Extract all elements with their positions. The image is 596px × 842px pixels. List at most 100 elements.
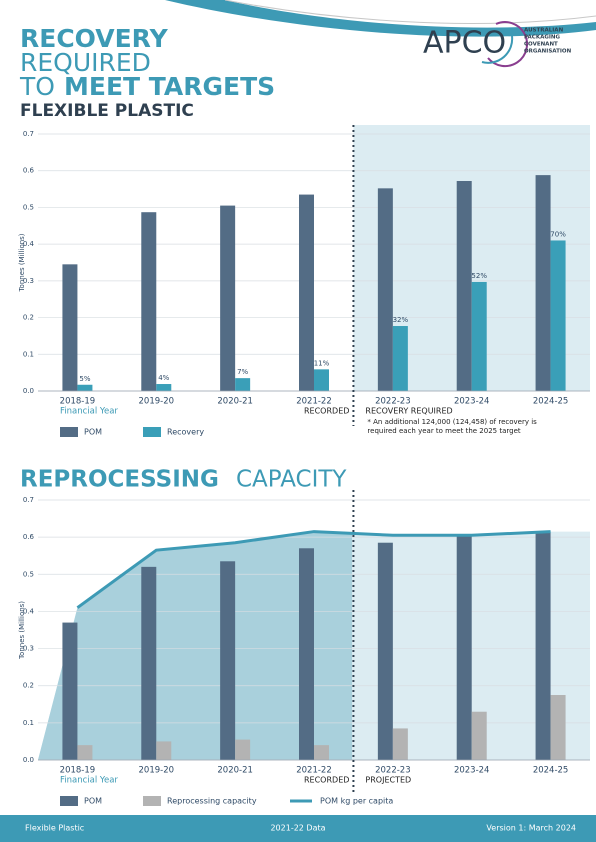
- x-tick-label: 2022-23: [375, 397, 411, 407]
- legend-label: Recovery: [167, 428, 204, 437]
- rate-label: 70%: [550, 230, 566, 238]
- bar: [377, 542, 393, 760]
- logo-ring: [487, 21, 528, 68]
- y-tick-label: 0.7: [23, 496, 34, 504]
- y-axis-label: Tonnes (Millions): [18, 233, 26, 292]
- bar: [535, 531, 551, 760]
- y-tick-label: 0.1: [23, 719, 34, 727]
- x-tick-label: 2020-21: [217, 397, 253, 407]
- bar: [220, 561, 236, 760]
- x-tick-label: 2018-19: [60, 766, 96, 776]
- phase-label: RECORDED: [304, 776, 349, 785]
- y-tick-label: 0.4: [23, 607, 35, 615]
- logo-name: COVENANT: [524, 42, 558, 48]
- x-tick-label: 2021-22: [296, 766, 332, 776]
- bar: [156, 384, 172, 391]
- x-tick-label: 2024-25: [533, 766, 569, 776]
- title-line: TO: [19, 72, 55, 101]
- bar: [62, 622, 78, 760]
- bar: [314, 369, 329, 391]
- x-tick-label: 2023-24: [454, 766, 490, 776]
- y-tick-label: 0.3: [23, 645, 34, 653]
- area-recorded: [38, 531, 352, 760]
- footnote: required each year to meet the 2025 targ…: [367, 427, 520, 435]
- logo-name: ORGANISATION: [524, 49, 572, 55]
- bar: [220, 205, 236, 391]
- logo-ring: [481, 35, 514, 64]
- swoosh-line: [224, 0, 596, 24]
- legend-swatch: [60, 427, 78, 437]
- rate-label: 4%: [158, 374, 169, 382]
- x-tick-label: 2024-25: [533, 397, 569, 407]
- y-tick-label: 0.1: [23, 350, 34, 358]
- bar: [235, 739, 251, 760]
- phase-label: RECOVERY REQUIRED: [365, 407, 452, 416]
- bar: [141, 212, 157, 391]
- subtitle: FLEXIBLE PLASTIC: [20, 101, 194, 121]
- rate-label: 5%: [79, 375, 90, 383]
- bar: [235, 378, 251, 391]
- y-tick-label: 0.4: [23, 240, 35, 248]
- x-tick-label: 2020-21: [217, 766, 253, 776]
- bar: [456, 535, 472, 760]
- chart-title: REPROCESSING: [20, 467, 219, 493]
- x-tick-label: 2019-20: [139, 397, 175, 407]
- y-tick-label: 0.3: [23, 277, 34, 285]
- bar: [392, 326, 408, 391]
- title-line: MEET TARGETS: [64, 72, 275, 101]
- legend-label: POM: [84, 428, 102, 437]
- title-line: REQUIRED: [20, 48, 151, 77]
- y-axis-label: Tonnes (Millions): [18, 601, 26, 660]
- x-tick-label: 2022-23: [375, 766, 411, 776]
- bar: [77, 384, 93, 391]
- y-tick-label: 0.6: [23, 533, 35, 541]
- bar: [456, 180, 472, 391]
- legend-label: POM kg per capita: [320, 797, 393, 806]
- bar: [77, 745, 93, 760]
- bar: [156, 741, 172, 760]
- bar: [471, 281, 487, 391]
- x-tick-label: 2023-24: [454, 397, 490, 407]
- swoosh: [165, 0, 596, 37]
- bar: [62, 264, 78, 391]
- legend-label: Reprocessing capacity: [167, 797, 257, 806]
- y-tick-label: 0.0: [23, 387, 34, 395]
- y-tick-label: 0.6: [23, 167, 35, 175]
- y-tick-label: 0.2: [23, 682, 34, 690]
- legend-swatch: [143, 427, 161, 437]
- y-tick-label: 0.7: [23, 130, 34, 138]
- y-tick-label: 0.5: [23, 203, 34, 211]
- rate-label: 52%: [471, 272, 487, 280]
- rate-label: 32%: [393, 316, 409, 324]
- bar: [299, 548, 314, 760]
- phase-label: PROJECTED: [365, 776, 411, 785]
- bar: [141, 566, 157, 760]
- footer-bar: [0, 815, 596, 842]
- footnote: * An additional 124,000 (124,458) of rec…: [367, 418, 537, 426]
- x-axis-label: Financial Year: [60, 776, 118, 786]
- rate-label: 7%: [237, 368, 248, 376]
- bar: [392, 728, 408, 760]
- logo-mark: APCO: [423, 26, 506, 61]
- footer-text: 2021-22 Data: [270, 824, 325, 833]
- bar: [377, 188, 393, 391]
- bar: [550, 240, 566, 391]
- x-tick-label: 2021-22: [296, 397, 332, 407]
- legend-swatch: [143, 796, 161, 806]
- x-axis-label: Financial Year: [60, 407, 118, 417]
- bar: [314, 745, 329, 760]
- footer-text: Flexible Plastic: [25, 824, 84, 833]
- line: [76, 530, 551, 609]
- footer-text: Version 1: March 2024: [486, 824, 576, 833]
- bar: [471, 711, 487, 760]
- bar: [550, 695, 566, 760]
- y-tick-label: 0.5: [23, 570, 34, 578]
- y-tick-label: 0.0: [23, 756, 34, 764]
- x-tick-label: 2018-19: [60, 397, 96, 407]
- title-line: RECOVERY: [20, 24, 169, 53]
- bar: [299, 194, 314, 391]
- logo-name: PACKAGING: [524, 35, 561, 41]
- logo-name: AUSTRALIAN: [524, 28, 564, 34]
- phase-label: RECORDED: [304, 407, 349, 416]
